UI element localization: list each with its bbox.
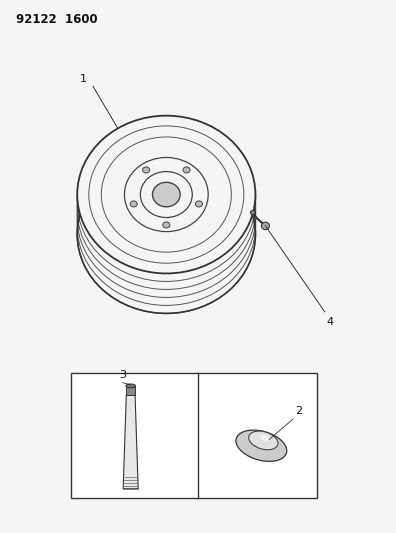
Ellipse shape <box>195 201 202 207</box>
Ellipse shape <box>124 157 208 232</box>
Ellipse shape <box>130 201 137 207</box>
Polygon shape <box>123 394 138 489</box>
Ellipse shape <box>140 172 192 217</box>
Ellipse shape <box>77 116 255 273</box>
Ellipse shape <box>152 182 180 207</box>
Ellipse shape <box>236 430 287 462</box>
Text: 4: 4 <box>327 317 334 327</box>
Text: 2: 2 <box>295 407 302 416</box>
Ellipse shape <box>250 211 255 215</box>
Ellipse shape <box>163 222 170 228</box>
Bar <box>126 386 135 395</box>
Ellipse shape <box>77 116 255 273</box>
Ellipse shape <box>126 384 135 388</box>
Ellipse shape <box>249 431 278 450</box>
Text: 1: 1 <box>80 74 87 84</box>
Ellipse shape <box>261 222 269 230</box>
Text: 92122  1600: 92122 1600 <box>16 13 97 26</box>
Bar <box>71 373 317 498</box>
Text: 3: 3 <box>119 370 126 380</box>
Ellipse shape <box>261 434 270 441</box>
Ellipse shape <box>183 167 190 173</box>
Ellipse shape <box>143 167 150 173</box>
